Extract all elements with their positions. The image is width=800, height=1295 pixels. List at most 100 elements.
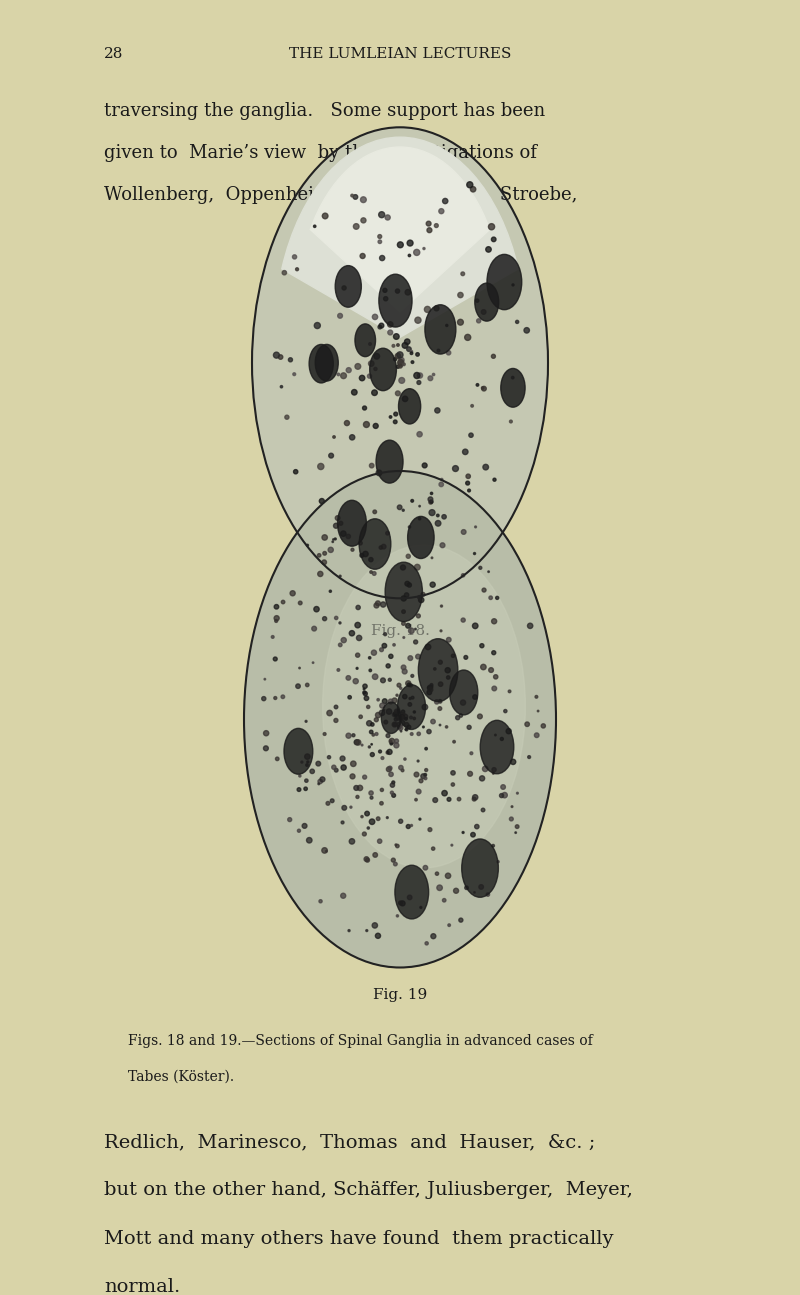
Point — [391, 835, 404, 856]
Point — [490, 588, 503, 609]
Point — [492, 851, 505, 872]
Point — [454, 706, 467, 726]
Point — [328, 426, 341, 447]
Point — [403, 694, 416, 715]
Point — [410, 365, 423, 386]
Circle shape — [395, 865, 429, 919]
Point — [438, 506, 450, 527]
Point — [389, 714, 402, 734]
Point — [390, 404, 402, 425]
Circle shape — [487, 254, 522, 310]
Point — [385, 646, 398, 667]
Point — [426, 548, 438, 569]
Point — [313, 545, 326, 566]
Point — [378, 699, 390, 720]
Point — [374, 317, 386, 338]
Point — [364, 660, 377, 681]
Point — [395, 707, 408, 728]
Point — [485, 216, 498, 237]
Point — [399, 708, 412, 729]
Point — [499, 701, 512, 721]
Point — [413, 587, 426, 607]
Point — [488, 679, 501, 699]
Point — [459, 648, 472, 668]
Point — [330, 697, 342, 717]
Point — [399, 706, 412, 726]
Point — [374, 537, 387, 558]
Point — [454, 910, 467, 931]
Point — [463, 175, 476, 196]
Point — [402, 716, 415, 737]
Point — [398, 588, 410, 609]
Point — [423, 677, 436, 698]
Point — [434, 673, 447, 694]
Point — [358, 824, 370, 844]
Point — [382, 701, 395, 721]
Point — [358, 767, 371, 787]
Point — [520, 320, 533, 341]
Point — [352, 732, 365, 752]
Text: Tabes (Köster).: Tabes (Köster). — [128, 1070, 234, 1084]
Point — [482, 884, 494, 905]
Point — [353, 628, 366, 649]
Point — [498, 785, 511, 805]
Point — [530, 725, 543, 746]
Point — [394, 708, 406, 729]
Point — [346, 831, 358, 852]
Point — [376, 747, 389, 768]
Point — [366, 456, 378, 477]
Point — [414, 496, 426, 517]
Point — [394, 352, 407, 373]
Point — [346, 623, 358, 644]
Point — [322, 793, 334, 813]
Point — [372, 808, 385, 829]
Point — [420, 760, 433, 781]
Circle shape — [355, 324, 375, 356]
Text: traversing the ganglia.   Some support has been: traversing the ganglia. Some support has… — [104, 102, 546, 120]
Point — [366, 745, 378, 765]
Point — [497, 777, 510, 798]
Point — [434, 698, 446, 719]
Point — [417, 584, 430, 605]
Point — [404, 233, 417, 254]
Point — [402, 615, 414, 636]
Point — [422, 721, 435, 742]
Point — [425, 491, 438, 512]
Circle shape — [379, 275, 412, 328]
Point — [395, 370, 408, 391]
Point — [460, 878, 473, 899]
Point — [404, 648, 417, 668]
Point — [388, 714, 401, 734]
Point — [532, 701, 545, 721]
Point — [417, 765, 430, 786]
Point — [414, 365, 426, 386]
Point — [284, 350, 297, 370]
Point — [402, 282, 414, 303]
Point — [390, 834, 402, 855]
Point — [355, 545, 368, 566]
Point — [418, 697, 431, 717]
Point — [386, 730, 398, 751]
Point — [442, 629, 455, 650]
Point — [293, 820, 306, 840]
Point — [435, 469, 448, 490]
Point — [345, 796, 358, 817]
Point — [318, 527, 331, 548]
Point — [396, 894, 409, 914]
Circle shape — [450, 670, 478, 715]
Point — [350, 216, 362, 237]
Point — [338, 758, 350, 778]
Point — [259, 738, 272, 759]
Point — [384, 692, 397, 712]
Point — [377, 594, 390, 615]
Point — [369, 307, 382, 328]
Point — [427, 926, 440, 947]
Point — [415, 589, 428, 610]
Point — [270, 597, 283, 618]
Point — [459, 442, 472, 462]
Point — [318, 724, 331, 745]
Point — [303, 830, 316, 851]
Point — [370, 346, 383, 366]
Point — [377, 670, 390, 690]
Point — [398, 686, 411, 707]
